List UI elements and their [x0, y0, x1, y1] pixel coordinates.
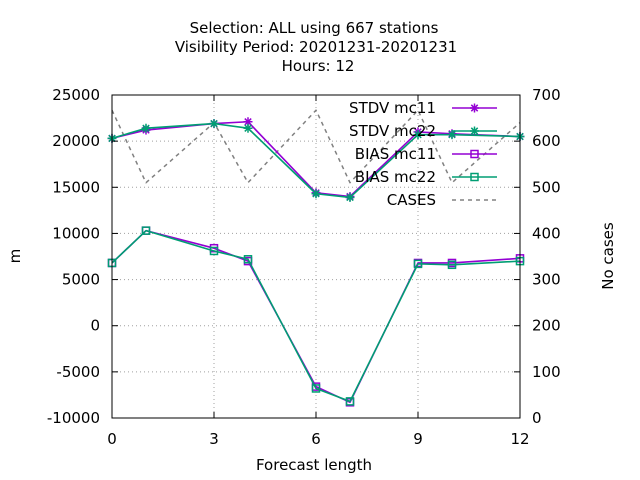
- x-tick-label: 3: [209, 430, 219, 448]
- series-layer: [107, 109, 525, 407]
- legend-marker: [470, 172, 479, 182]
- y2-tick-label: 200: [532, 317, 561, 335]
- title-line-3: Hours: 12: [282, 57, 355, 75]
- y2-tick-label: 300: [532, 271, 561, 289]
- data-point: [243, 123, 253, 133]
- y-axis-label: m: [6, 249, 24, 264]
- x-axis-label: Forecast length: [256, 456, 372, 474]
- data-point: [345, 192, 355, 202]
- data-point: [413, 259, 423, 269]
- x-tick-label: 12: [510, 430, 529, 448]
- legend-label: CASES: [387, 191, 436, 209]
- marker-stroke: [244, 124, 252, 132]
- axis-ticks: 0 3 6 9 12-10000-500005000100001500020000250…: [47, 86, 561, 448]
- marker-stroke: [210, 119, 218, 128]
- x-tick-label: 9: [413, 430, 423, 448]
- legend: STDV mc11 STDV mc22 BIAS mc11 BIAS mc22 CASE…: [349, 99, 497, 209]
- title-line-1: Selection: ALL using 667 stations: [190, 19, 439, 37]
- y2-tick-label: 0: [532, 409, 542, 427]
- y-tick-label: 25000: [52, 86, 100, 104]
- legend-marker: [470, 149, 479, 159]
- series-line: [111, 229, 521, 403]
- data-point: [345, 397, 355, 406]
- legend-marker: [470, 103, 479, 113]
- marker-stroke: [142, 124, 150, 132]
- data-point: [209, 246, 219, 256]
- legend-label: STDV mc11: [349, 99, 436, 117]
- data-point: [311, 189, 321, 199]
- marker-stroke: [346, 193, 354, 202]
- chart-title: Selection: ALL using 667 stations Visibi…: [175, 19, 457, 75]
- legend-label: BIAS mc22: [355, 168, 436, 186]
- x-tick-label: 0: [107, 430, 117, 448]
- series-stdv-mc22: [107, 119, 525, 202]
- series-line: [111, 229, 521, 404]
- y-tick-label: 0: [90, 317, 100, 335]
- marker-stroke: [312, 190, 320, 198]
- legend-label: BIAS mc11: [355, 145, 436, 163]
- y2-tick-label: 500: [532, 178, 561, 196]
- grid: [112, 95, 520, 418]
- y-tick-label: -5000: [56, 363, 100, 381]
- data-point: [141, 226, 151, 235]
- legend-entry: CASES: [387, 191, 497, 209]
- marker-stroke: [448, 130, 456, 139]
- title-line-2: Visibility Period: 20201231-20201231: [175, 38, 457, 56]
- data-point: [243, 255, 253, 264]
- y2-axis-label: No cases: [599, 222, 617, 290]
- y2-tick-label: 100: [532, 363, 561, 381]
- y-tick-label: -10000: [47, 409, 100, 427]
- y-tick-label: 5000: [62, 271, 100, 289]
- x-tick-label: 6: [311, 430, 321, 448]
- y-tick-label: 20000: [52, 132, 100, 150]
- marker-stroke: [470, 127, 479, 135]
- data-point: [141, 123, 151, 133]
- marker-stroke: [470, 104, 479, 112]
- legend-entry: STDV mc11: [349, 99, 497, 117]
- legend-label: STDV mc22: [349, 122, 436, 140]
- legend-entry: STDV mc22: [349, 122, 497, 140]
- series-line: [111, 122, 521, 199]
- y2-tick-label: 700: [532, 86, 561, 104]
- y-tick-label: 10000: [52, 224, 100, 242]
- data-point: [447, 260, 457, 270]
- series-cases: [111, 109, 521, 184]
- marker-stroke: [414, 130, 422, 139]
- marker-stroke: [244, 118, 252, 126]
- data-point: [413, 130, 423, 140]
- series-bias-mc22: [107, 226, 525, 406]
- data-point: [311, 384, 321, 393]
- legend-entry: BIAS mc11: [355, 145, 497, 163]
- y2-tick-label: 600: [532, 132, 561, 150]
- series-line: [111, 109, 521, 184]
- y2-tick-label: 400: [532, 224, 561, 242]
- legend-entry: BIAS mc22: [355, 168, 497, 186]
- y-tick-label: 15000: [52, 178, 100, 196]
- legend-marker: [470, 126, 479, 136]
- data-point: [209, 119, 219, 129]
